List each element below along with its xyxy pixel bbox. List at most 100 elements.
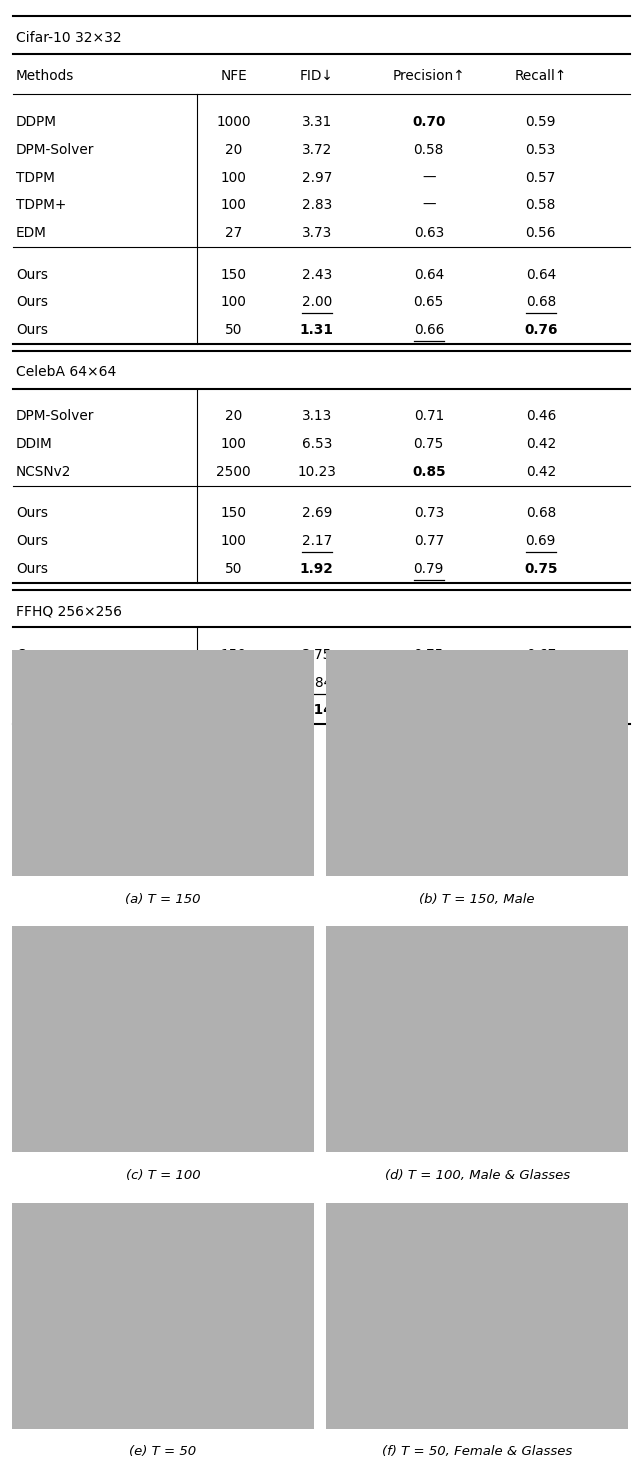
Text: 0.42: 0.42 [525, 465, 556, 479]
Text: 2.17: 2.17 [301, 534, 332, 549]
Text: NFE: NFE [220, 69, 247, 84]
Text: Ours: Ours [16, 323, 48, 336]
Text: 3.73: 3.73 [301, 226, 332, 240]
Text: 0.70: 0.70 [525, 676, 556, 690]
Text: 0.76: 0.76 [413, 676, 444, 690]
Bar [326, 926, 628, 1152]
Text: 150: 150 [221, 648, 246, 662]
Text: 100: 100 [221, 295, 246, 310]
Text: Ours: Ours [16, 676, 48, 690]
Text: 0.57: 0.57 [525, 171, 556, 184]
Text: 0.42: 0.42 [525, 437, 556, 451]
Text: 2.14: 2.14 [300, 704, 333, 717]
Text: 2.69: 2.69 [301, 506, 332, 521]
Text: 0.70: 0.70 [412, 115, 445, 130]
Text: CelebA 64×64: CelebA 64×64 [16, 366, 116, 379]
Text: 0.68: 0.68 [525, 295, 556, 310]
Text: 1000: 1000 [216, 115, 251, 130]
Text: 1.92: 1.92 [300, 562, 333, 575]
Text: 6.53: 6.53 [301, 437, 332, 451]
Text: 0.56: 0.56 [525, 226, 556, 240]
Text: Cifar-10 32×32: Cifar-10 32×32 [16, 31, 122, 44]
Text: 2.43: 2.43 [301, 267, 332, 282]
Text: (a) T = 150: (a) T = 150 [125, 892, 200, 906]
Text: 50: 50 [225, 562, 243, 575]
Text: Ours: Ours [16, 648, 48, 662]
Text: 3.13: 3.13 [301, 409, 332, 423]
Text: (e) T = 50: (e) T = 50 [129, 1446, 196, 1459]
Text: 0.58: 0.58 [413, 143, 444, 156]
Text: 0.73: 0.73 [413, 506, 444, 521]
Text: (b) T = 150, Male: (b) T = 150, Male [419, 892, 535, 906]
Text: 0.75: 0.75 [524, 562, 557, 575]
Text: 1.31: 1.31 [300, 323, 334, 336]
Text: 150: 150 [221, 506, 246, 521]
Text: 3.75: 3.75 [301, 648, 332, 662]
Bar [12, 1202, 314, 1429]
Text: 10.23: 10.23 [298, 465, 336, 479]
Bar [12, 926, 314, 1152]
Text: TDPM: TDPM [16, 171, 55, 184]
Text: NCSNv2: NCSNv2 [16, 465, 72, 479]
Text: Ours: Ours [16, 295, 48, 310]
Text: 0.59: 0.59 [525, 115, 556, 130]
Text: (c) T = 100: (c) T = 100 [125, 1170, 200, 1181]
Text: 100: 100 [221, 171, 246, 184]
Text: 0.65: 0.65 [413, 295, 444, 310]
Bar [326, 1202, 628, 1429]
Text: 100: 100 [221, 534, 246, 549]
Text: 50: 50 [225, 704, 243, 717]
Text: 0.77: 0.77 [412, 704, 445, 717]
Text: 100: 100 [221, 437, 246, 451]
Text: Ours: Ours [16, 267, 48, 282]
Text: 0.72: 0.72 [524, 704, 557, 717]
Text: Ours: Ours [16, 506, 48, 521]
Text: 2.83: 2.83 [301, 198, 332, 212]
Text: 0.46: 0.46 [525, 409, 556, 423]
Text: 20: 20 [225, 409, 242, 423]
Text: 0.67: 0.67 [525, 648, 556, 662]
Text: 150: 150 [221, 267, 246, 282]
Text: FFHQ 256×256: FFHQ 256×256 [16, 605, 122, 618]
Text: 0.64: 0.64 [525, 267, 556, 282]
Text: 0.71: 0.71 [413, 409, 444, 423]
Text: —: — [422, 171, 436, 184]
Text: Precision↑: Precision↑ [392, 69, 465, 84]
Text: DPM-Solver: DPM-Solver [16, 409, 94, 423]
Text: 2.00: 2.00 [301, 295, 332, 310]
Text: Ours: Ours [16, 534, 48, 549]
Text: 0.79: 0.79 [413, 562, 444, 575]
Text: 0.63: 0.63 [413, 226, 444, 240]
Bar [12, 650, 314, 876]
Text: 3.72: 3.72 [301, 143, 332, 156]
Text: 3.31: 3.31 [301, 115, 332, 130]
Text: Ours: Ours [16, 704, 48, 717]
Text: 0.66: 0.66 [413, 323, 444, 336]
Text: (d) T = 100, Male & Glasses: (d) T = 100, Male & Glasses [385, 1170, 570, 1181]
Text: 100: 100 [221, 676, 246, 690]
Text: 0.77: 0.77 [413, 534, 444, 549]
Text: FID↓: FID↓ [300, 69, 333, 84]
Text: —: — [422, 198, 436, 212]
Text: DDPM: DDPM [16, 115, 57, 130]
Text: DDIM: DDIM [16, 437, 52, 451]
Text: DPM-Solver: DPM-Solver [16, 143, 94, 156]
Text: 20: 20 [225, 143, 242, 156]
Text: 2500: 2500 [216, 465, 251, 479]
Text: 100: 100 [221, 198, 246, 212]
Text: 2.84: 2.84 [301, 676, 332, 690]
Text: 0.75: 0.75 [413, 437, 444, 451]
Text: Recall↑: Recall↑ [515, 69, 567, 84]
Text: 0.68: 0.68 [525, 506, 556, 521]
Text: Ours: Ours [16, 562, 48, 575]
Bar [326, 650, 628, 876]
Text: 50: 50 [225, 323, 243, 336]
Text: 0.76: 0.76 [524, 323, 557, 336]
Text: 0.58: 0.58 [525, 198, 556, 212]
Text: 0.69: 0.69 [525, 534, 556, 549]
Text: (f) T = 50, Female & Glasses: (f) T = 50, Female & Glasses [382, 1446, 572, 1459]
Text: 0.85: 0.85 [412, 465, 445, 479]
Text: Methods: Methods [16, 69, 74, 84]
Text: EDM: EDM [16, 226, 47, 240]
Text: 2.97: 2.97 [301, 171, 332, 184]
